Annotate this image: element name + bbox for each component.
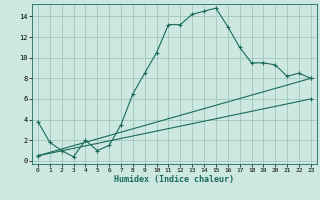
- X-axis label: Humidex (Indice chaleur): Humidex (Indice chaleur): [115, 175, 234, 184]
